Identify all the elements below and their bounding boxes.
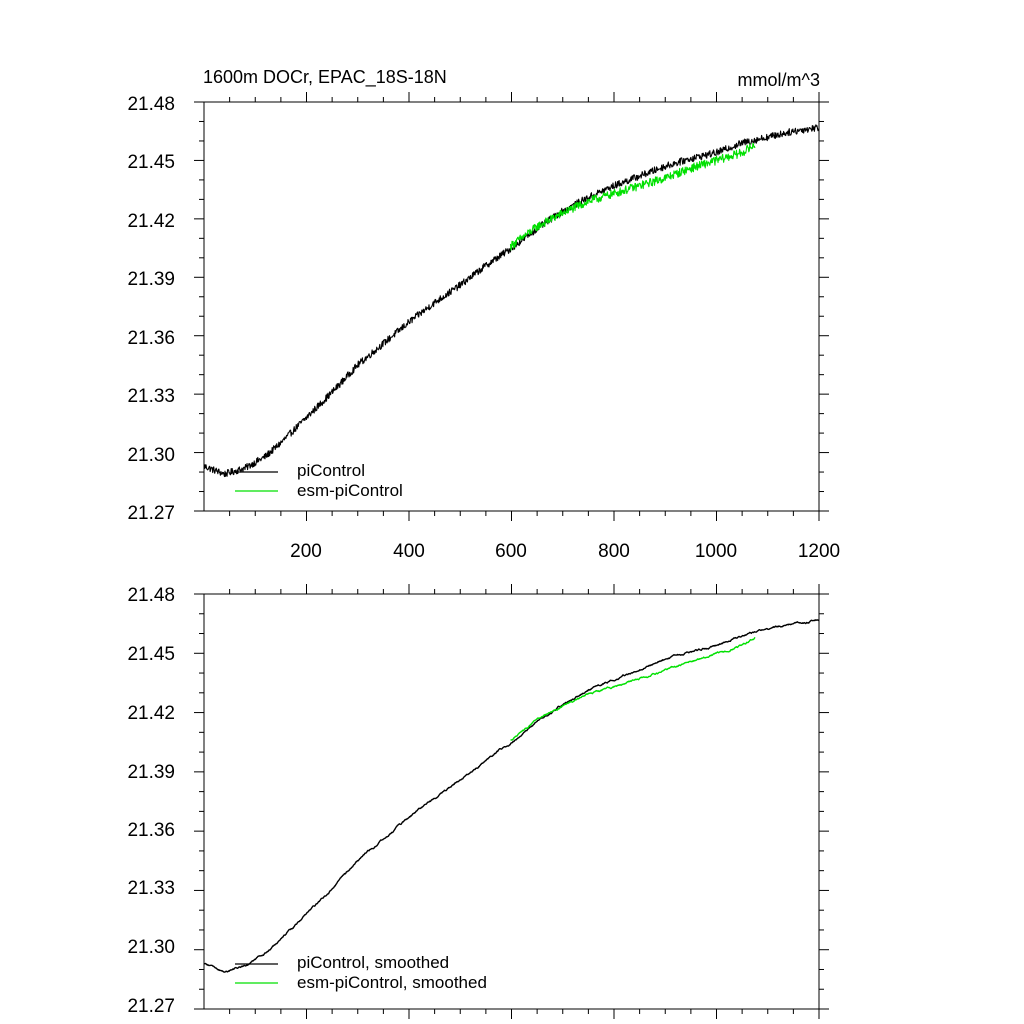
bottom-y-tick-labels: 21.48 21.45 21.42 21.39 21.36 21.33 21.3… [127,585,175,1017]
y-tick-label: 21.27 [127,996,175,1017]
y-tick-label: 21.48 [127,94,175,115]
legend-label: esm-piControl [297,481,403,500]
y-tick-label: 21.42 [127,211,175,232]
legend-label: piControl, smoothed [297,953,449,972]
y-tick-label: 21.42 [127,703,175,724]
legend-label: esm-piControl, smoothed [297,973,487,992]
x-tick-label: 200 [290,541,322,562]
top-plot-area [203,124,820,478]
series-line-esm-picontrol-smoothed [510,636,756,741]
y-tick-label: 21.36 [127,820,175,841]
x-tick-label: 800 [598,541,630,562]
y-tick-label: 21.27 [127,503,175,524]
x-tick-label: 1000 [695,541,737,562]
top-x-tick-labels: 200 400 600 800 1000 1200 [290,541,840,562]
y-tick-label: 21.45 [127,644,175,665]
y-tick-label: 21.48 [127,585,175,606]
y-tick-label: 21.39 [127,762,175,783]
y-tick-label: 21.45 [127,152,175,173]
bottom-legend: piControl, smoothed esm-piControl, smoot… [235,953,487,992]
bottom-axis-ticks [194,584,829,1019]
bottom-plot-area [203,619,820,973]
top-legend: piControl esm-piControl [235,461,403,500]
legend-label: piControl [297,461,365,480]
x-tick-label: 400 [393,541,425,562]
units-label: mmol/m^3 [738,70,820,90]
top-axis-ticks [194,92,829,521]
bottom-plot-frame [203,593,820,1010]
y-tick-label: 21.39 [127,269,175,290]
top-panel: 1600m DOCr, EPAC_18S-18N mmol/m^3 21.48 … [127,67,840,562]
y-tick-label: 21.33 [127,386,175,407]
x-tick-label: 1200 [798,541,840,562]
top-plot-frame [203,101,820,512]
series-line-picontrol-smoothed [203,619,820,973]
bottom-panel: 21.48 21.45 21.42 21.39 21.36 21.33 21.3… [127,584,829,1019]
y-tick-label: 21.30 [127,937,175,958]
series-line-picontrol [203,124,820,478]
top-y-tick-labels: 21.48 21.45 21.42 21.39 21.36 21.33 21.3… [127,94,175,524]
y-tick-label: 21.36 [127,328,175,349]
x-tick-label: 600 [495,541,527,562]
y-tick-label: 21.33 [127,878,175,899]
y-tick-label: 21.30 [127,445,175,466]
chart-title: 1600m DOCr, EPAC_18S-18N [203,67,447,88]
series-line-esm-picontrol [509,142,756,251]
